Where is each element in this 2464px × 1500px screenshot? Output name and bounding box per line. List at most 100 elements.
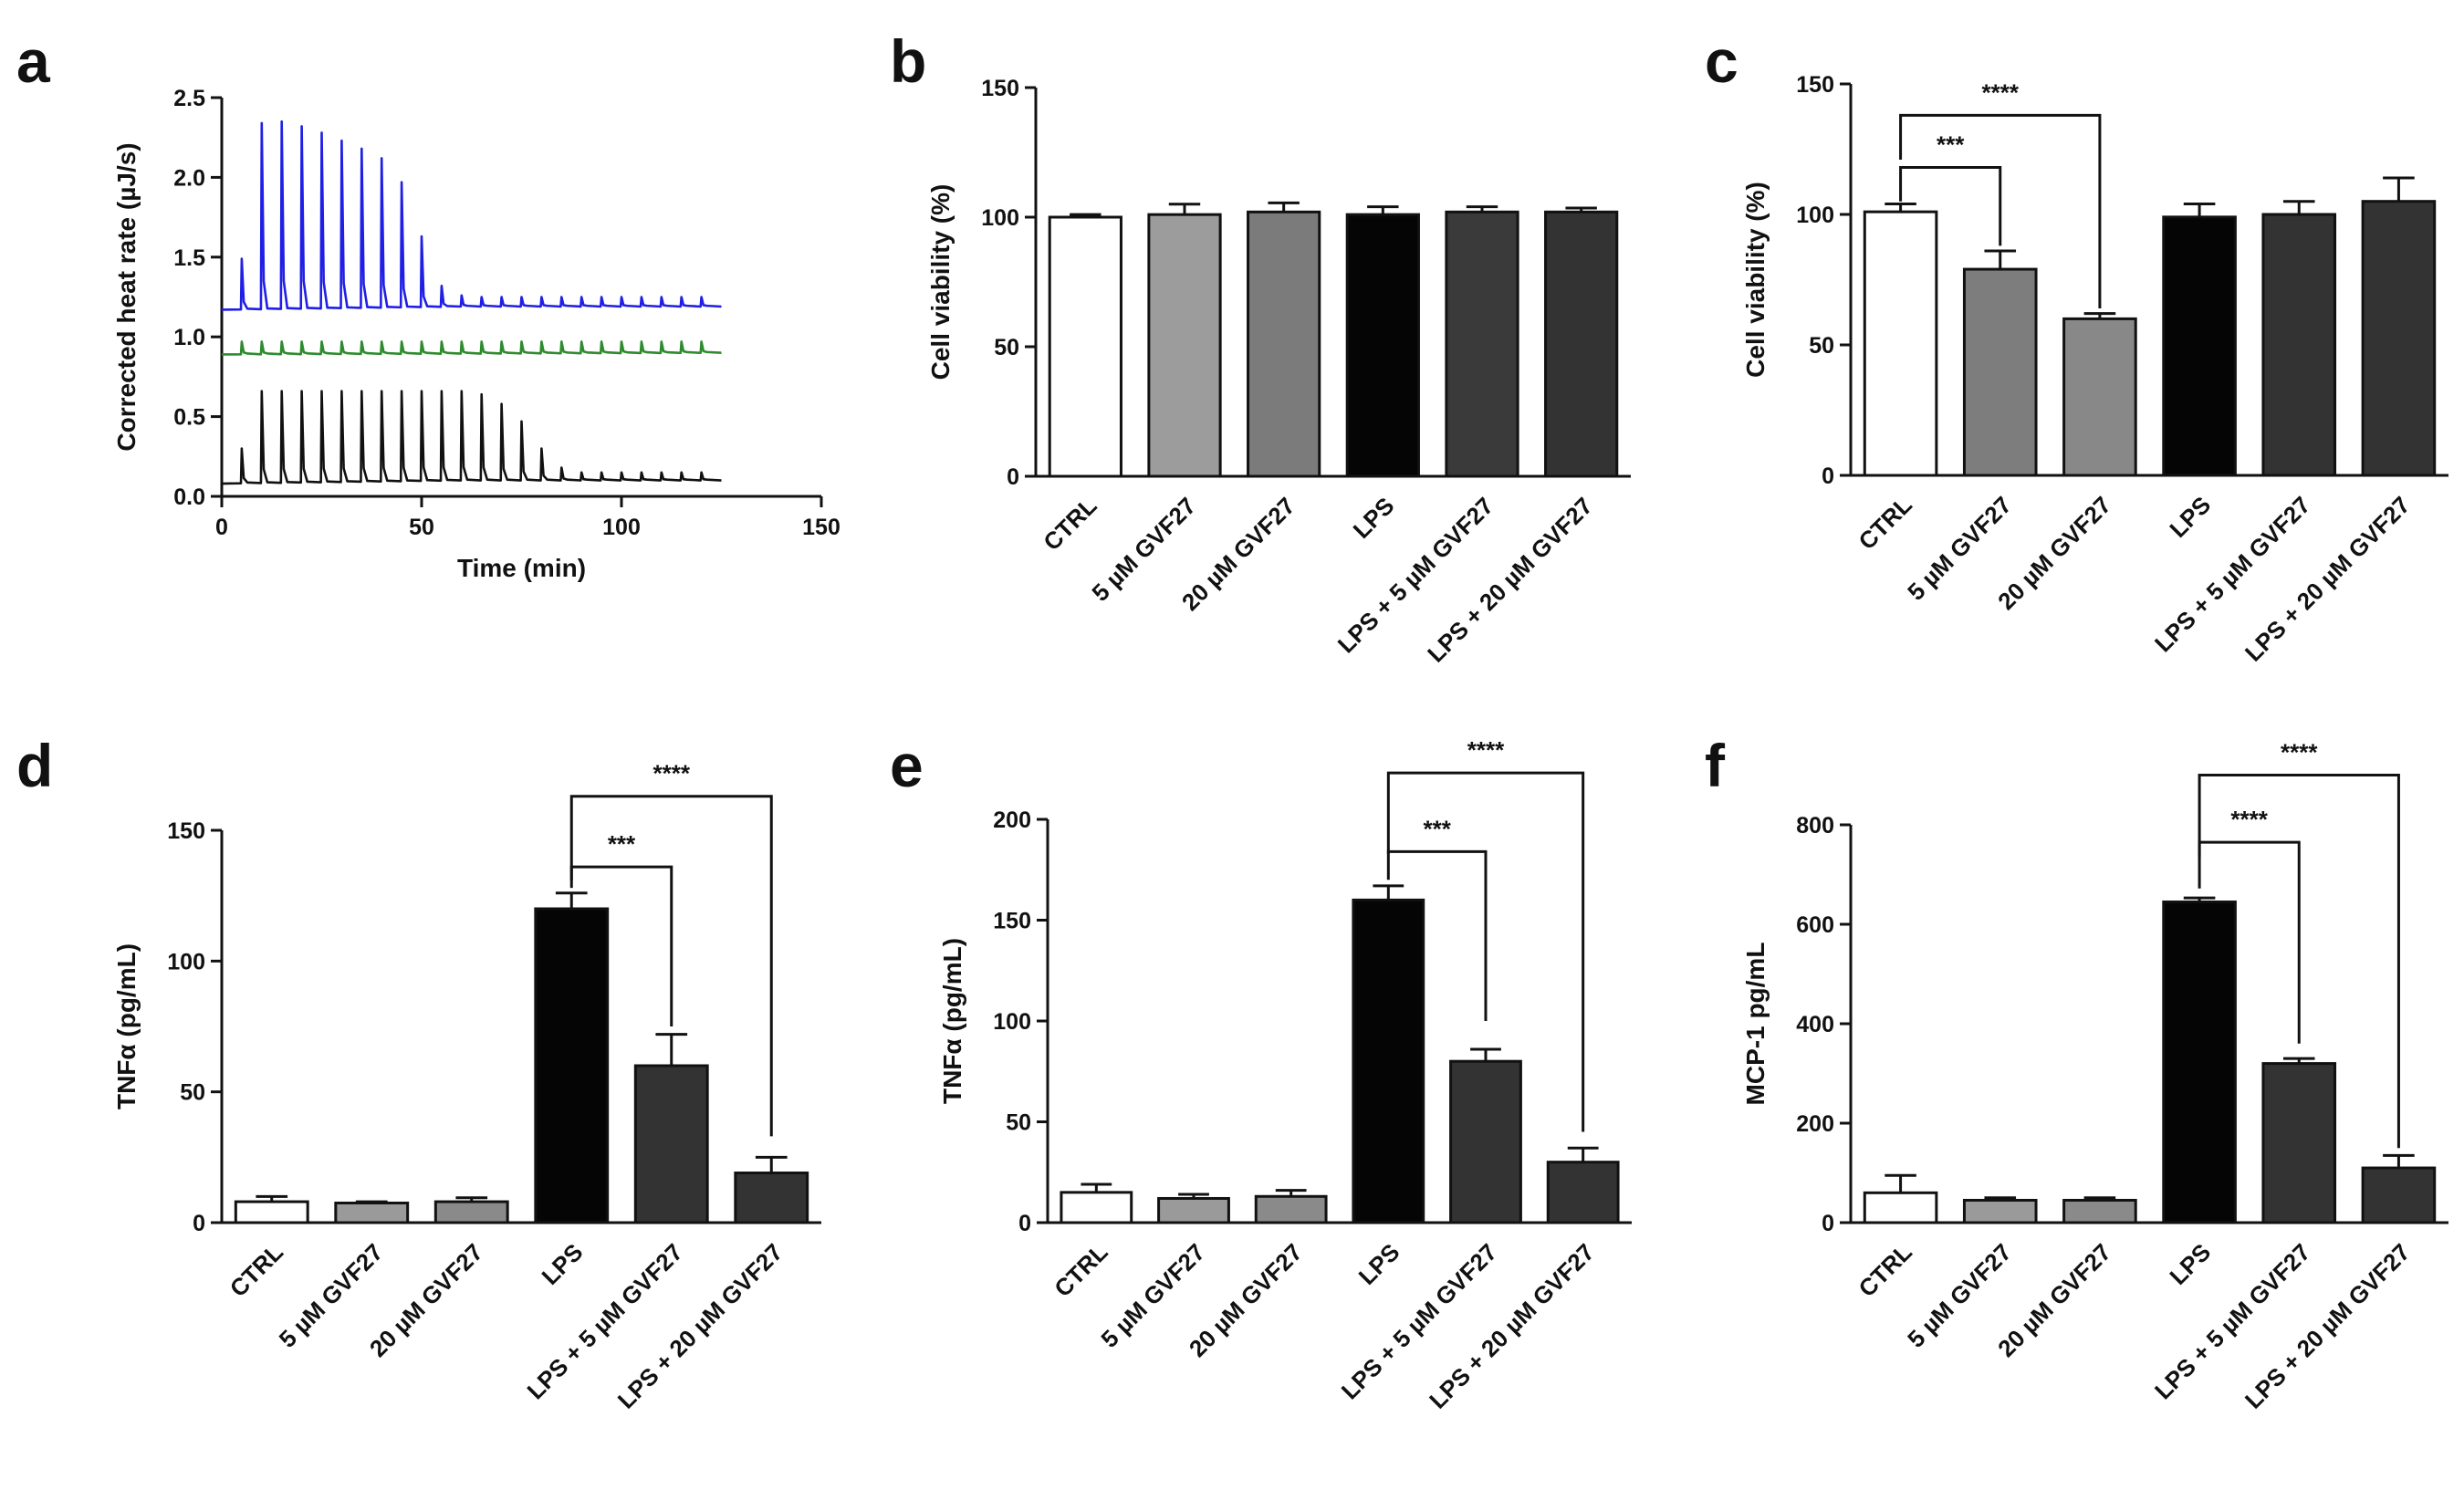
category-label: CTRL: [224, 1238, 288, 1302]
bar: [1544, 210, 1619, 478]
y-tick-label: 100: [1796, 203, 1834, 228]
significance-bracket: [569, 795, 773, 1137]
significance-bracket: [1899, 113, 2102, 308]
panel-letter: a: [16, 27, 51, 95]
significance-label: ****: [1982, 78, 2020, 106]
x-axis-title: Time (min): [457, 554, 586, 582]
significance-bracket: [1899, 166, 2002, 246]
category-label: CTRL: [1853, 1238, 1917, 1302]
series-line-2: [221, 390, 722, 485]
y-axis-title: Corrected heat rate (µJ/s): [112, 142, 141, 451]
significance-bracket: [2198, 774, 2400, 1149]
y-tick-label: 2.0: [173, 165, 205, 191]
y-tick-label: 150: [981, 76, 1019, 101]
y-tick-label: 50: [180, 1080, 205, 1106]
bar: [2261, 1062, 2337, 1224]
bar: [1449, 1059, 1522, 1224]
bar: [1157, 1196, 1230, 1224]
significance-label: ****: [1467, 736, 1505, 764]
category-label: CTRL: [1049, 1238, 1112, 1302]
y-tick-label: 2.5: [173, 86, 205, 111]
bar: [1863, 1191, 1938, 1224]
category-label: LPS: [2164, 491, 2216, 543]
y-axis-title: MCP-1 pg/mL: [1741, 943, 1770, 1106]
category-label: CTRL: [1038, 492, 1101, 556]
category-label: LPS: [1353, 1238, 1405, 1290]
significance-label: ***: [1423, 815, 1451, 842]
y-tick-label: 100: [981, 205, 1019, 231]
category-label: CTRL: [1853, 491, 1917, 555]
significance-label: ****: [2230, 806, 2268, 833]
bar: [433, 1200, 509, 1224]
significance-label: ***: [1937, 131, 1965, 159]
y-tick-label: 400: [1796, 1012, 1834, 1037]
category-label: LPS: [1348, 492, 1400, 544]
y-tick-label: 100: [167, 949, 205, 974]
bar: [1445, 210, 1519, 478]
panel-letter: c: [1705, 27, 1738, 95]
bar: [1546, 1161, 1620, 1224]
y-tick-label: 100: [993, 1009, 1031, 1035]
x-tick-label: 50: [409, 515, 434, 540]
category-label: LPS + 20 µM GVF27: [612, 1238, 788, 1414]
bar: [1254, 1194, 1328, 1224]
bar: [1962, 267, 2038, 477]
x-tick-label: 0: [215, 515, 228, 540]
y-tick-label: 50: [1006, 1110, 1031, 1136]
bar: [2361, 1166, 2437, 1224]
y-tick-label: 1.5: [173, 245, 205, 271]
significance-label: ****: [2281, 739, 2318, 766]
bar: [2062, 1198, 2137, 1224]
panel-a: a 0.0 0.5 1.0 1.5 2.0 2.5 Corrected heat rate (…: [16, 27, 840, 582]
y-axis-title: TNFα (pg/mL): [112, 943, 141, 1109]
panel-letter: d: [16, 732, 53, 799]
significance-bracket: [1386, 771, 1585, 1132]
y-tick-label: 0: [1822, 464, 1834, 489]
y-tick-label: 200: [993, 807, 1031, 833]
y-axis-title: Cell viability (%): [926, 184, 955, 380]
panel-letter: e: [890, 732, 924, 799]
category-label: LPS + 20 µM GVF27: [2240, 491, 2416, 667]
panel-letter: b: [890, 27, 926, 95]
y-tick-label: 0: [1822, 1211, 1834, 1236]
category-label: LPS + 20 µM GVF27: [1424, 1238, 1600, 1414]
y-tick-label: 50: [1809, 333, 1834, 359]
significance-label: ***: [608, 830, 636, 858]
bar: [1863, 210, 1938, 477]
y-tick-label: 0.5: [173, 405, 205, 431]
panel-letter: f: [1705, 732, 1726, 799]
bar: [633, 1064, 709, 1224]
y-axis-title: Cell viability (%): [1741, 182, 1770, 378]
x-tick-label: 150: [802, 515, 840, 540]
y-tick-label: 200: [1796, 1111, 1834, 1137]
bar: [334, 1202, 410, 1224]
series-line-1: [221, 340, 722, 356]
significance-label: ****: [653, 760, 691, 787]
y-tick-label: 1.0: [173, 325, 205, 350]
y-tick-label: 0: [1007, 464, 1019, 490]
y-tick-label: 0.0: [173, 484, 205, 510]
category-label: LPS: [2164, 1238, 2216, 1290]
bar: [1962, 1198, 2038, 1224]
y-tick-label: 150: [1796, 72, 1834, 98]
category-label: LPS + 20 µM GVF27: [1422, 492, 1598, 668]
x-tick-label: 100: [602, 515, 641, 540]
bar: [2162, 900, 2237, 1224]
y-axis-title: TNFα (pg/mL): [938, 938, 966, 1104]
bar: [2361, 200, 2437, 477]
bar: [534, 907, 610, 1224]
bar: [1060, 1191, 1133, 1224]
bar: [734, 1172, 809, 1224]
y-tick-label: 150: [993, 909, 1031, 934]
category-label: LPS + 20 µM GVF27: [2240, 1238, 2416, 1414]
y-tick-label: 0: [193, 1211, 205, 1236]
bar: [2261, 213, 2337, 477]
bar: [2062, 317, 2137, 477]
bar: [1048, 215, 1122, 478]
y-tick-label: 600: [1796, 912, 1834, 938]
bar: [2162, 215, 2237, 477]
